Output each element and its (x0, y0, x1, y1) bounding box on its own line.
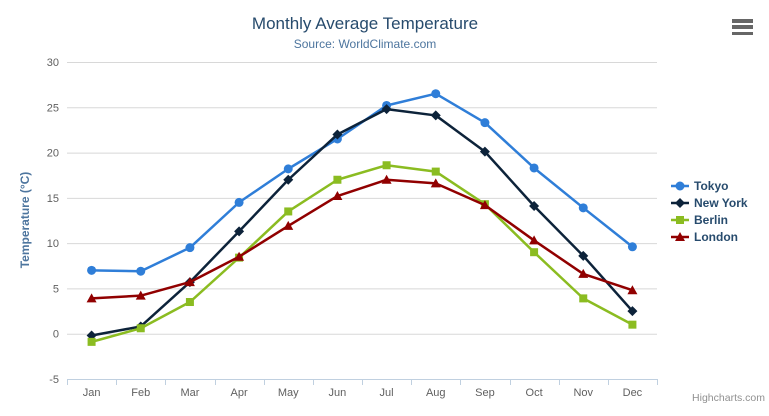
data-point-berlin-jul[interactable] (382, 161, 391, 170)
hamburger-menu-icon (732, 25, 753, 29)
x-tick-label: Sep (475, 387, 495, 399)
data-point-new-york-jun[interactable] (332, 129, 343, 140)
data-point-london-jun[interactable] (332, 191, 343, 201)
x-tick-label: Aug (426, 387, 446, 399)
data-point-tokyo-sep[interactable] (480, 118, 490, 128)
legend-marker-icon (671, 231, 689, 241)
data-point-tokyo-jan[interactable] (87, 265, 97, 275)
legend-item-london[interactable]: London (671, 228, 748, 245)
legend-marker-icon (671, 197, 689, 208)
x-tick-label: Apr (231, 387, 248, 399)
x-tick-label: Mar (180, 387, 199, 399)
y-tick-label: 10 (47, 238, 59, 250)
x-tick-label: Feb (131, 387, 150, 399)
legend-label: Tokyo (694, 178, 729, 193)
y-tick-label: 5 (53, 283, 59, 295)
data-point-berlin-dec[interactable] (628, 320, 637, 329)
data-point-new-york-nov[interactable] (578, 250, 589, 261)
data-point-london-nov[interactable] (578, 268, 589, 278)
chart-title: Monthly Average Temperature (251, 14, 479, 33)
data-point-berlin-mar[interactable] (185, 298, 194, 307)
context-menu-button[interactable] (731, 17, 755, 37)
series-line-new-york[interactable] (90, 107, 634, 337)
hamburger-menu-icon (732, 31, 753, 35)
credits-link[interactable]: Highcharts.com (692, 392, 765, 404)
hamburger-menu-icon (732, 19, 753, 23)
data-point-new-york-oct[interactable] (529, 201, 540, 212)
chart-subtitle: Source: WorldClimate.com (293, 37, 437, 51)
data-point-tokyo-dec[interactable] (627, 242, 637, 252)
data-point-berlin-oct[interactable] (530, 248, 539, 257)
y-tick-label: 30 (47, 57, 59, 69)
data-point-berlin-nov[interactable] (579, 294, 588, 303)
legend-marker-tokyo[interactable] (675, 181, 685, 190)
data-point-tokyo-mar[interactable] (185, 243, 195, 253)
series-new-york[interactable] (86, 104, 638, 341)
legend-item-berlin[interactable]: Berlin (671, 211, 748, 228)
x-tick-label: May (278, 387, 299, 399)
series-line-berlin[interactable] (90, 164, 634, 344)
data-point-new-york-jul[interactable] (381, 104, 392, 115)
data-point-new-york-may[interactable] (283, 174, 294, 185)
data-point-tokyo-nov[interactable] (578, 203, 588, 213)
legend-label: New York (694, 195, 748, 210)
x-tick-label: Jan (83, 387, 101, 399)
legend-item-new-york[interactable]: New York (671, 194, 748, 211)
data-point-new-york-apr[interactable] (234, 226, 245, 237)
data-point-london-apr[interactable] (234, 251, 245, 261)
x-tick-label: Oct (526, 387, 543, 399)
data-point-berlin-feb[interactable] (136, 324, 145, 333)
y-tick-label: 15 (47, 193, 59, 205)
legend-marker-icon (671, 181, 689, 190)
data-point-new-york-aug[interactable] (430, 110, 441, 121)
data-point-berlin-jan[interactable] (87, 337, 96, 346)
y-axis-title: Temperature (°C) (18, 171, 32, 269)
data-point-london-jul[interactable] (381, 174, 392, 184)
data-point-london-sep[interactable] (479, 200, 490, 210)
y-tick-label: 20 (47, 148, 59, 160)
series-london[interactable] (86, 174, 638, 303)
legend-label: Berlin (694, 212, 729, 227)
data-point-berlin-may[interactable] (284, 207, 293, 216)
legend-item-tokyo[interactable]: Tokyo (671, 177, 748, 194)
data-point-tokyo-oct[interactable] (529, 163, 539, 173)
x-tick-label: Jun (329, 387, 347, 399)
series-line-london[interactable] (90, 178, 634, 300)
series-tokyo[interactable] (87, 89, 637, 276)
data-point-london-may[interactable] (283, 220, 294, 230)
data-point-tokyo-apr[interactable] (234, 197, 244, 207)
legend-marker-new-york[interactable] (675, 197, 685, 208)
x-tick-label: Jul (380, 387, 394, 399)
data-point-berlin-aug[interactable] (431, 167, 440, 176)
legend-marker-berlin[interactable] (676, 215, 684, 224)
data-point-london-aug[interactable] (430, 178, 441, 188)
data-point-tokyo-aug[interactable] (431, 89, 441, 99)
data-point-london-oct[interactable] (529, 235, 540, 245)
data-point-new-york-dec[interactable] (627, 306, 638, 317)
data-point-london-feb[interactable] (135, 290, 146, 300)
y-tick-label: -5 (49, 374, 59, 386)
y-tick-label: 25 (47, 102, 59, 114)
legend-label: London (694, 229, 738, 244)
legend-marker-icon (671, 215, 689, 224)
data-point-berlin-jun[interactable] (333, 175, 342, 184)
y-tick-label: 0 (53, 329, 59, 341)
data-point-tokyo-may[interactable] (283, 164, 293, 174)
series-line-tokyo[interactable] (90, 92, 634, 273)
data-point-tokyo-feb[interactable] (136, 266, 146, 276)
legend: Tokyo New York Berlin London (671, 177, 748, 245)
x-tick-label: Nov (573, 387, 593, 399)
data-point-london-mar[interactable] (184, 277, 195, 287)
data-point-new-york-sep[interactable] (479, 146, 490, 157)
legend-marker-london[interactable] (675, 231, 685, 241)
data-point-london-jan[interactable] (86, 293, 97, 303)
x-tick-label: Dec (623, 387, 643, 399)
data-point-london-dec[interactable] (627, 285, 638, 295)
